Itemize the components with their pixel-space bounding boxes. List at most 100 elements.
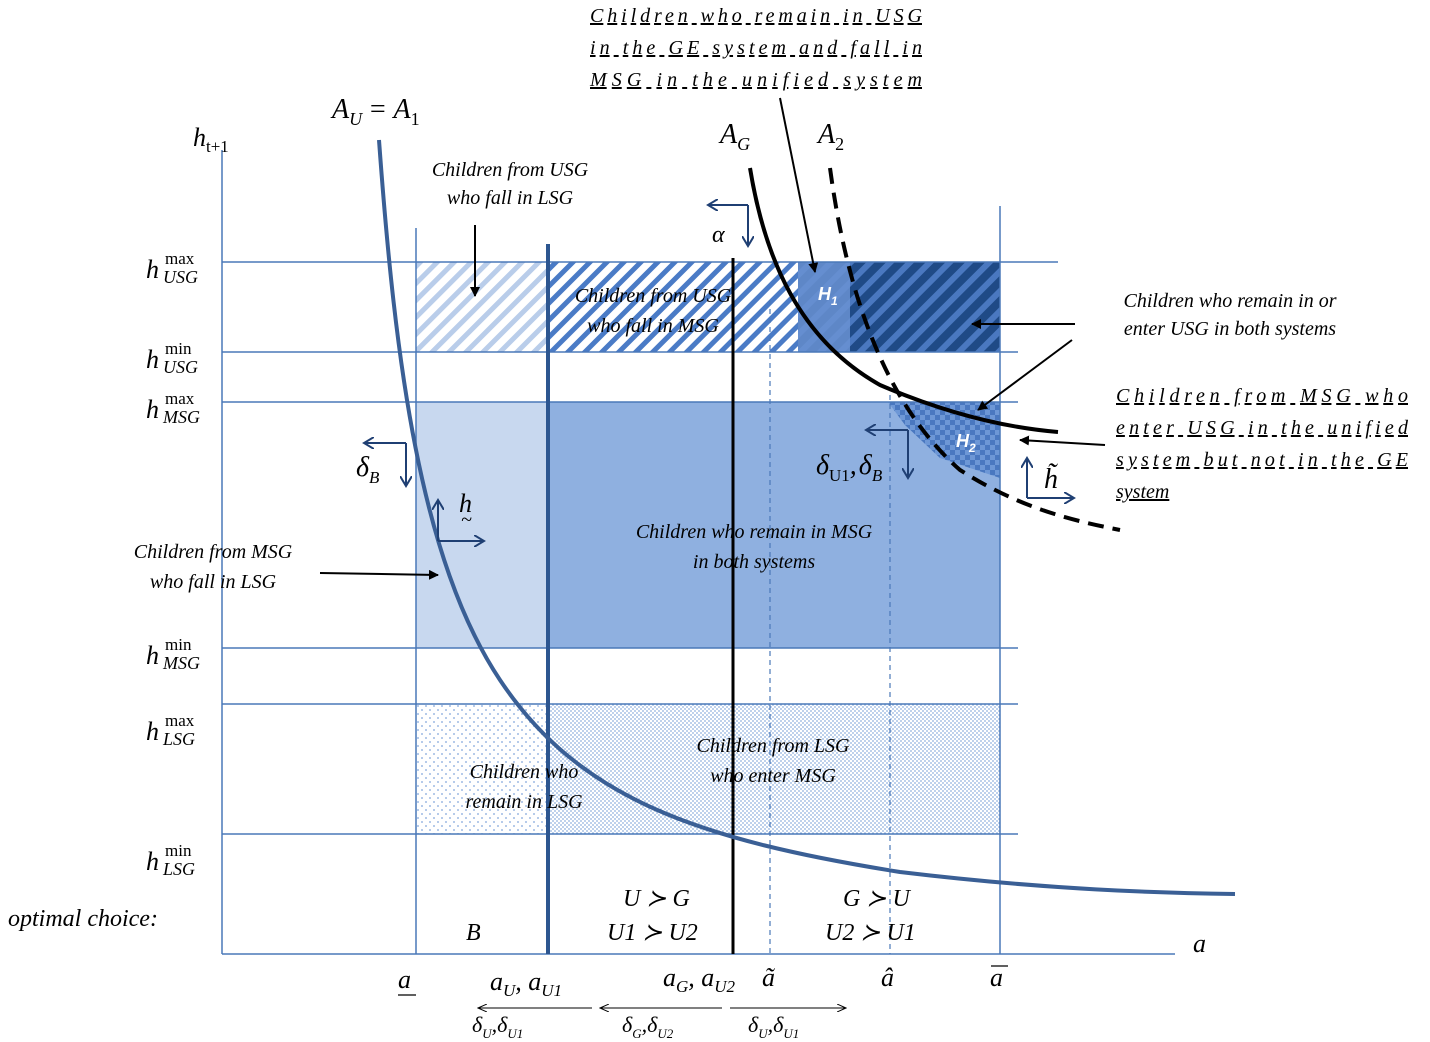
svg-text:who enter MSG: who enter MSG [710,765,836,787]
svg-text:Children from MSG who: Children from MSG who [1116,385,1408,407]
svg-text:Children who remain in or: Children who remain in or [1124,290,1337,312]
svg-text:MSG: MSG [162,407,200,427]
a2-curve-label: A2 [816,119,844,154]
svg-text:h: h [146,255,159,284]
svg-text:aU, aU1: aU, aU1 [490,967,562,1000]
lsg-remain-region [416,704,548,834]
svg-text:MSG in the unified system: MSG in the unified system [589,69,922,91]
svg-text:Children from USG: Children from USG [432,159,589,181]
region-u-over-g-2: U1 ≻ U2 [607,920,698,946]
annotation-arrows [319,97,1106,580]
shift-labels: α δB h ~ δU1,δB h̃ [356,222,1059,531]
region-b-label: B [466,920,481,946]
svg-text:USG: USG [163,267,198,287]
svg-text:H2: H2 [956,431,976,455]
annotation-top-underlined: Children who remain in USG in the GE syst… [589,5,923,91]
svg-text:who fall in LSG: who fall in LSG [447,187,574,209]
svg-text:h: h [146,641,159,670]
annotation-remain-msg: Children who remain in MSG in both system… [636,521,873,573]
svg-text:system: system [1116,481,1169,503]
annotation-usg-to-msg: Children from USG who fall in MSG [575,285,732,337]
svg-text:Children from MSG: Children from MSG [134,541,293,563]
annotation-remain-usg: Children who remain in or enter USG in bo… [1124,290,1337,340]
shift-indicators [364,205,1074,541]
svg-text:min: min [165,841,192,860]
svg-text:USG: USG [163,357,198,377]
lsg-to-msg-region [548,704,1000,834]
svg-text:Children who remain in MSG: Children who remain in MSG [636,521,873,543]
h1-tag: H1 [818,284,838,308]
svg-text:LSG: LSG [162,729,195,749]
svg-text:a: a [398,965,411,994]
annotation-remain-lsg: Children who remain in LSG [465,761,583,813]
svg-text:AG: AG [718,119,750,154]
y-axis-label: ht+1 [193,123,229,156]
au-curve [377,139,1236,896]
ag-curve-label: AG [718,119,750,154]
h1-region [798,262,850,352]
x-tick-a-bar: a [990,963,1008,992]
msg-to-lsg-region [416,402,548,648]
usg-to-lsg-region [416,262,548,352]
annotation-msg-to-usg-underlined: Children from MSG who enter USG in the un… [1116,385,1409,503]
svg-text:remain in LSG: remain in LSG [465,791,583,813]
svg-text:aG, aU2: aG, aU2 [663,963,736,996]
h2-tag: H2 [956,431,976,455]
svg-text:h: h [459,489,472,518]
region-g-over-u-2: U2 ≻ U1 [825,920,916,946]
svg-text:Children from LSG: Children from LSG [697,735,851,757]
svg-text:h: h [146,717,159,746]
svg-text:α: α [712,222,725,248]
svg-text:min: min [165,339,192,358]
svg-text:h: h [146,345,159,374]
x-tick-a-hat: â [881,963,894,992]
x-tick-ag-au2: aG, aU2 [663,963,736,996]
region-u-over-g-1: U ≻ G [623,886,690,912]
optimal-choice-label: optimal choice: [8,906,158,932]
svg-text:δB: δB [356,452,380,487]
svg-text:Children who: Children who [470,761,579,783]
svg-text:max: max [165,711,195,730]
svg-text:a: a [990,963,1003,992]
svg-text:enter USG in the unified: enter USG in the unified [1116,417,1409,439]
x-tick-a-low: a [398,965,416,996]
svg-text:Children from USG: Children from USG [575,285,732,307]
delta-label-0: δU,δU1 [472,1012,523,1041]
svg-text:who fall in MSG: who fall in MSG [587,315,719,337]
x-tick-a-tilde: ã [762,963,775,992]
annotation-usg-to-lsg: Children from USG who fall in LSG [432,159,589,209]
a2-curve [828,167,1121,532]
h2-region [888,402,1000,478]
svg-text:AU= A1: AU = A1 [330,94,420,129]
svg-text:who fall in LSG: who fall in LSG [150,571,277,593]
svg-text:~: ~ [461,509,472,531]
svg-text:h̃: h̃ [1044,463,1059,495]
svg-text:δU1,δB: δU1,δB [816,450,883,485]
region-g-over-u-1: G ≻ U [843,886,911,912]
svg-text:max: max [165,249,195,268]
delta-label-2: δU,δU1 [748,1012,799,1041]
svg-text:min: min [165,635,192,654]
svg-text:ht+1: ht+1 [193,123,229,156]
svg-text:in both systems: in both systems [693,551,815,573]
annotation-msg-to-lsg: Children from MSG who fall in LSG [134,541,293,593]
x-axis-label: a [1193,929,1206,958]
svg-text:max: max [165,389,195,408]
svg-text:A2: A2 [816,119,844,154]
svg-text:system but not in the GE: system but not in the GE [1116,449,1408,471]
au-curve-label: AU = A1 [330,94,420,129]
x-tick-au-au1: aU, aU1 [490,967,562,1000]
usg-to-msg-region [548,262,798,352]
h-level-lines [222,261,1058,835]
annotation-lsg-to-msg: Children from LSG who enter MSG [697,735,851,787]
svg-text:Children who remain in USG: Children who remain in USG [590,5,923,27]
svg-text:h: h [146,847,159,876]
